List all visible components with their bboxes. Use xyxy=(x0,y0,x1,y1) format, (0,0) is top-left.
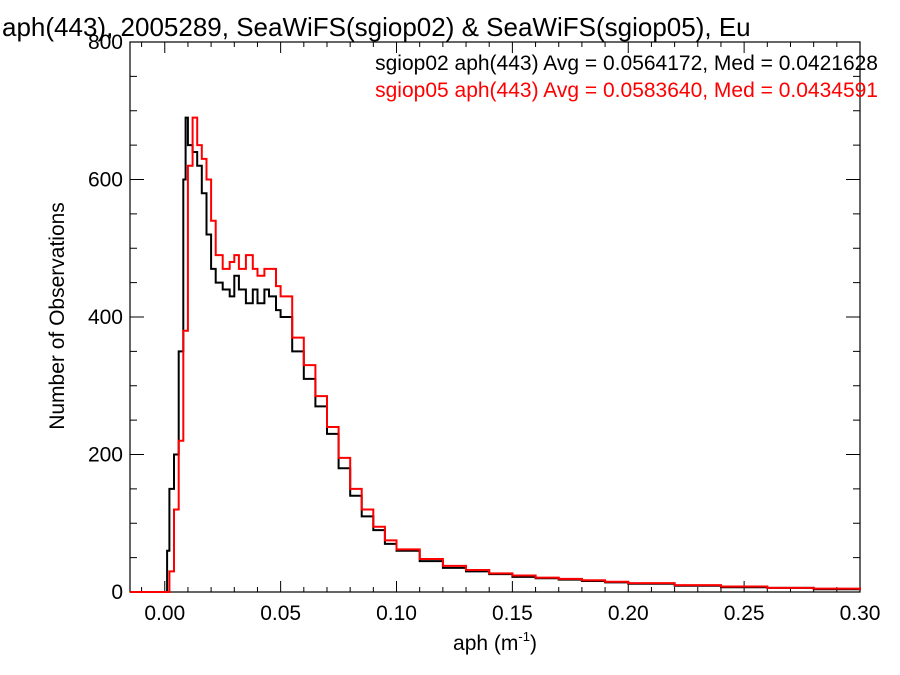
x-tick-label: 0.20 xyxy=(608,602,649,625)
axis-ticks: 0.00 0.05 0.10 0.15 0.20 0.25 0.30 0 200 400 600 80… xyxy=(88,31,880,625)
plot-frame xyxy=(129,41,861,593)
legend-annotation-2: sgiop05 aph(443) Avg = 0.0583640, Med = … xyxy=(375,79,878,102)
legend-annotation-1: sgiop02 aph(443) Avg = 0.0564172, Med = … xyxy=(375,52,878,75)
y-tick-label: 200 xyxy=(88,444,123,467)
x-axis-label-superscript: -1 xyxy=(518,629,530,644)
x-axis-label: aph (m-1) xyxy=(453,629,537,655)
x-tick-label: 0.05 xyxy=(260,602,301,625)
x-axis-label-close: ) xyxy=(530,632,537,655)
x-tick-label: 0.10 xyxy=(376,602,417,625)
x-tick-label: 0.30 xyxy=(840,602,881,625)
x-tick-label: 0.25 xyxy=(724,602,765,625)
legend-annotations: sgiop02 aph(443) Avg = 0.0564172, Med = … xyxy=(375,52,878,102)
histogram-series-2 xyxy=(130,116,861,593)
y-tick-label: 0 xyxy=(111,581,123,604)
data-series xyxy=(130,116,861,593)
y-tick-label: 800 xyxy=(88,31,123,54)
plot-area xyxy=(129,41,861,593)
chart-title: aph(443), 2005289, SeaWiFS(sgiop02) & Se… xyxy=(2,12,751,42)
y-tick-label: 600 xyxy=(88,169,123,192)
x-tick-label: 0.15 xyxy=(492,602,533,625)
x-axis-label-main: aph (m xyxy=(453,632,518,655)
y-axis-label: Number of Observations xyxy=(46,202,69,430)
y-tick-label: 400 xyxy=(88,306,123,329)
histogram-series-1 xyxy=(130,116,861,593)
x-tick-label: 0.00 xyxy=(144,602,185,625)
